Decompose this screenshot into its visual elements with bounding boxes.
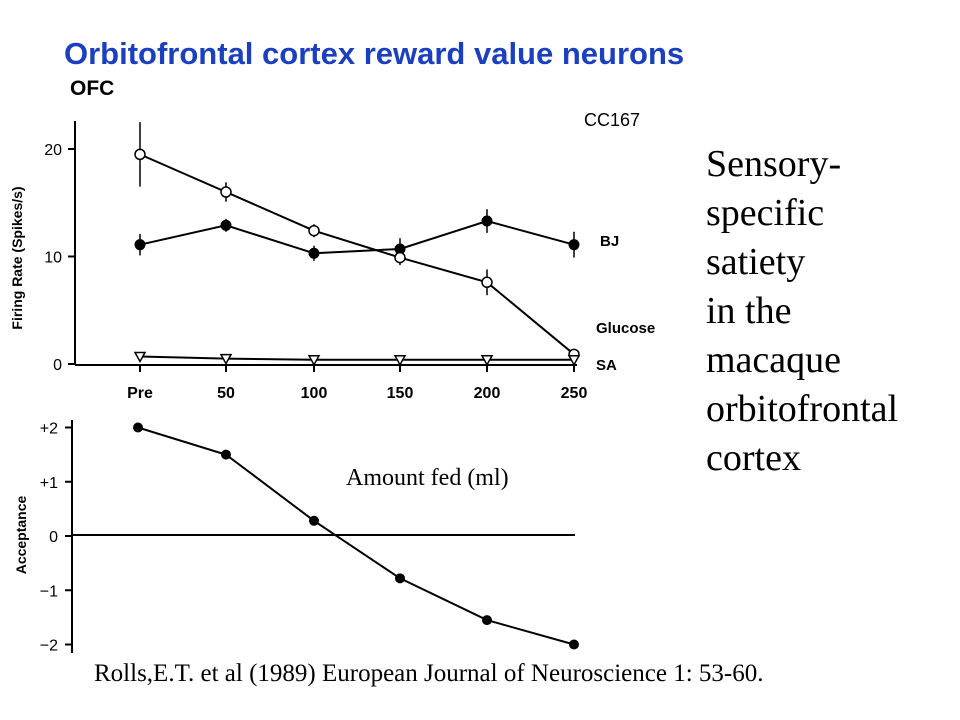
data-point [394, 251, 406, 264]
data-point [221, 449, 231, 460]
slide-title: Orbitofrontal cortex reward value neuron… [64, 36, 685, 71]
bottom-panel: Acceptance +2 +1 0 −1 −2 [13, 420, 579, 655]
y-tick-label: 0 [49, 529, 58, 546]
series-line-bj [139, 219, 575, 255]
data-point [481, 215, 493, 227]
side-caption-line: orbitofrontal [706, 388, 899, 430]
top-y-axis-label: Firing Rate (Spikes/s) [9, 186, 25, 329]
data-point [134, 148, 146, 161]
y-tick-label: +1 [40, 475, 58, 492]
y-tick-label: −1 [40, 583, 58, 600]
y-tick-label: +2 [40, 421, 58, 438]
y-tick-label: −2 [40, 638, 58, 655]
x-tick-label: 150 [387, 385, 414, 402]
data-point [133, 351, 147, 364]
side-caption-line: satiety [706, 241, 806, 283]
series-label: BJ [600, 233, 619, 250]
data-point [481, 276, 493, 289]
data-point [133, 422, 143, 433]
data-point [308, 224, 320, 237]
panel-label: OFC [70, 77, 114, 100]
data-point [307, 354, 321, 367]
data-point [220, 219, 232, 231]
data-point [569, 639, 579, 650]
data-point [219, 353, 233, 366]
data-point [308, 247, 320, 259]
x-tick-label: Pre [127, 385, 153, 402]
data-point [309, 515, 319, 526]
cell-id-label: CC167 [584, 110, 640, 130]
data-point [393, 354, 407, 367]
series-label: Glucose [596, 320, 655, 337]
data-point [395, 573, 405, 584]
data-point [220, 186, 232, 198]
side-caption-line: specific [706, 192, 825, 234]
citation: Rolls,E.T. et al (1989) European Journal… [94, 660, 764, 687]
series-line-sa [139, 355, 574, 361]
y-tick-label: 20 [44, 142, 62, 159]
x-tick-label: 250 [561, 385, 588, 402]
x-tick-label: 50 [217, 385, 235, 402]
bottom-y-axis-label: Acceptance [13, 495, 29, 574]
side-caption: Sensory-specific satiety in the macaque orbi… [706, 140, 898, 483]
x-axis-label: Amount fed (ml) [346, 465, 509, 491]
x-tick-label: 200 [474, 385, 501, 402]
acceptance-line [137, 426, 575, 646]
data-point [567, 354, 581, 367]
data-point [568, 239, 580, 251]
y-tick-label: 10 [44, 250, 62, 267]
x-tick-label: 100 [301, 385, 328, 402]
side-caption-line: cortex [706, 437, 801, 479]
data-point [134, 239, 146, 251]
side-caption-line: in the [706, 290, 792, 332]
top-panel: OFC CC167 Firing Rate (Spikes/s) 0 10 20 P… [9, 77, 655, 402]
y-tick-label: 0 [53, 357, 62, 374]
side-caption-line: macaque [706, 339, 842, 381]
side-caption-line: Sensory- [706, 143, 842, 185]
data-point [480, 354, 494, 367]
series-label: SA [596, 357, 617, 374]
data-point [482, 615, 492, 626]
series-line-glucose [139, 153, 575, 356]
